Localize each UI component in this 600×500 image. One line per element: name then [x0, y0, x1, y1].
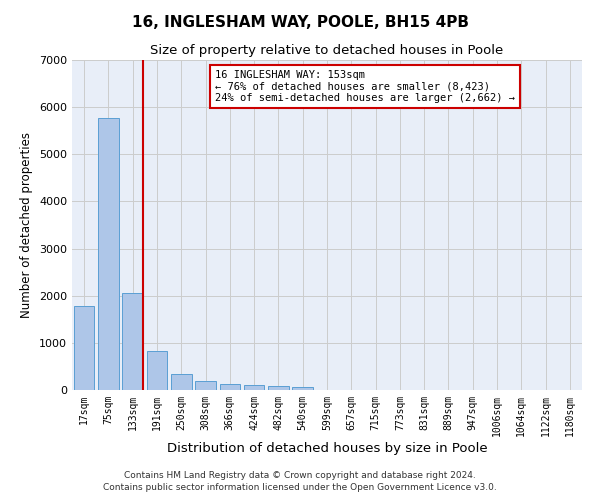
- Bar: [220, 384, 240, 390]
- Text: 16, INGLESHAM WAY, POOLE, BH15 4PB: 16, INGLESHAM WAY, POOLE, BH15 4PB: [131, 15, 469, 30]
- Bar: [292, 386, 313, 390]
- Bar: [74, 306, 94, 390]
- Text: Contains HM Land Registry data © Crown copyright and database right 2024.: Contains HM Land Registry data © Crown c…: [124, 470, 476, 480]
- X-axis label: Distribution of detached houses by size in Poole: Distribution of detached houses by size …: [167, 442, 487, 454]
- Bar: [268, 386, 289, 390]
- Bar: [171, 374, 191, 390]
- Bar: [244, 386, 265, 390]
- Bar: [122, 293, 143, 390]
- Bar: [195, 381, 216, 390]
- Bar: [98, 118, 119, 390]
- Text: 16 INGLESHAM WAY: 153sqm
← 76% of detached houses are smaller (8,423)
24% of sem: 16 INGLESHAM WAY: 153sqm ← 76% of detach…: [215, 70, 515, 103]
- Y-axis label: Number of detached properties: Number of detached properties: [20, 132, 34, 318]
- Title: Size of property relative to detached houses in Poole: Size of property relative to detached ho…: [151, 44, 503, 58]
- Bar: [146, 352, 167, 390]
- Text: Contains public sector information licensed under the Open Government Licence v3: Contains public sector information licen…: [103, 483, 497, 492]
